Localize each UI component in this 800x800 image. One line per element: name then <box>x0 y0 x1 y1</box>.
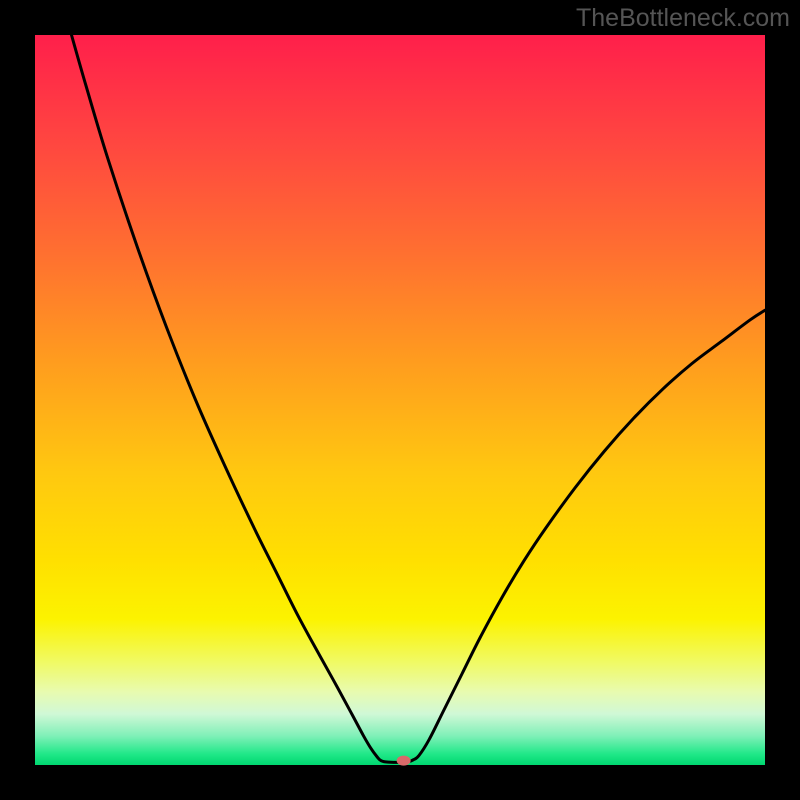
bottleneck-chart <box>0 0 800 800</box>
optimum-marker <box>397 756 411 766</box>
watermark-text: TheBottleneck.com <box>576 4 790 33</box>
chart-background <box>35 35 765 765</box>
